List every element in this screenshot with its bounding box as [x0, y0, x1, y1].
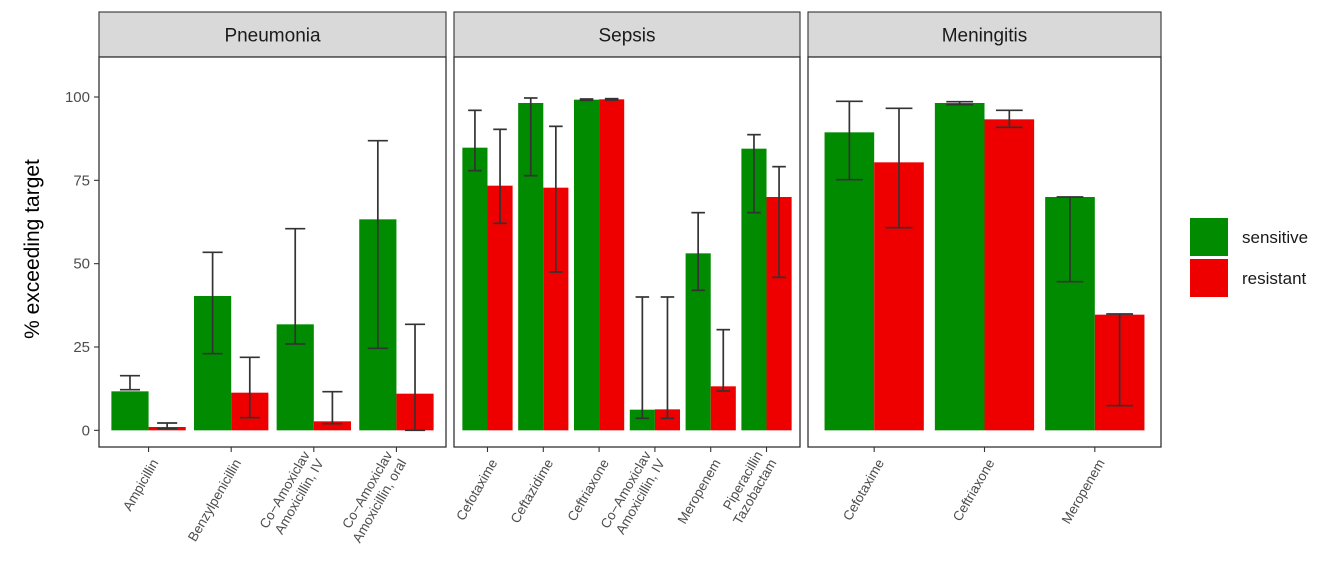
legend: sensitive resistant [1190, 218, 1308, 297]
error-bar-sensitive [691, 211, 705, 292]
y-tick-label: 75 [73, 172, 90, 189]
error-bar-sensitive [202, 251, 223, 355]
error-bar-resistant [716, 328, 731, 392]
error-bar-sensitive [367, 139, 388, 350]
panel-meningitis: Meningitis Cefotaxime Ceftriaxone Meropenem [807, 11, 1162, 527]
error-bar-resistant [604, 97, 619, 101]
category-label-line: Ceftriaxone [950, 457, 998, 524]
panel-title: Meningitis [942, 26, 1028, 47]
error-bar-resistant [772, 165, 786, 279]
bar-resistant [654, 409, 681, 431]
category-label: Meropenem [675, 457, 724, 527]
error-bar-resistant [549, 125, 563, 273]
category-label-line: Ceftazidime [508, 457, 557, 526]
error-bar-sensitive [835, 100, 863, 181]
bar-sensitive [573, 99, 600, 431]
error-bar-resistant [995, 109, 1023, 129]
bar-sensitive [462, 147, 488, 431]
error-bar-resistant [885, 107, 913, 229]
bar-sensitive [111, 391, 149, 431]
error-bar-sensitive [1056, 196, 1084, 283]
category-label-line: Ampicillin [120, 457, 161, 514]
error-bar-sensitive [468, 109, 482, 172]
bar-resistant [984, 119, 1035, 431]
error-bar-sensitive [285, 227, 306, 345]
panel-title: Pneumonia [224, 26, 321, 47]
category-label: Co−AmoxiclavAmoxicillin, IV [257, 448, 327, 539]
chart-panels: 0 25 50 75 100 Pneumonia Ampicillin Benzylpenic… [65, 11, 1162, 545]
panel-strip [98, 11, 447, 58]
category-label-line: Cefotaxime [840, 457, 887, 524]
y-axis-title: % exceeding target [21, 159, 44, 339]
category-label-line: Meropenem [1059, 457, 1108, 527]
panel-border [453, 56, 801, 448]
bar-sensitive [629, 409, 655, 431]
error-bar-resistant [660, 296, 675, 420]
category-label: Ceftazidime [508, 457, 557, 526]
category-label-line: Meropenem [675, 457, 724, 527]
category-label: Benzylpenicillin [185, 457, 244, 544]
error-bar-sensitive [119, 374, 141, 391]
bar-resistant [487, 185, 513, 431]
category-label: Ampicillin [120, 457, 161, 514]
error-bar-sensitive [579, 98, 594, 102]
y-tick-label: 100 [65, 89, 90, 106]
panel-title: Sepsis [598, 26, 655, 47]
error-bar-resistant [322, 390, 343, 425]
error-bar-sensitive [523, 97, 538, 177]
legend-label-sensitive: sensitive [1242, 228, 1308, 247]
category-label: Ceftriaxone [950, 457, 998, 524]
category-label-line: Benzylpenicillin [185, 457, 244, 544]
bar-resistant [710, 386, 736, 431]
error-bar-sensitive [635, 296, 650, 420]
bar-sensitive [934, 103, 985, 431]
category-label: PiperacillinTazobactam [716, 449, 779, 528]
error-bar-sensitive [946, 100, 974, 106]
panel-border [98, 56, 447, 448]
category-label-line: Cefotaxime [453, 457, 500, 524]
category-label: Co−AmoxiclavAmoxicillin, oral [336, 448, 410, 545]
category-label: Meropenem [1059, 457, 1108, 527]
error-bar-resistant [493, 128, 507, 225]
category-label: Cefotaxime [453, 457, 500, 524]
legend-key-sensitive [1190, 218, 1228, 256]
error-bar-resistant [157, 422, 178, 430]
legend-key-resistant [1190, 259, 1228, 297]
category-label: Cefotaxime [840, 457, 887, 524]
bar-sensitive [824, 132, 875, 431]
legend-label-resistant: resistant [1242, 269, 1307, 288]
error-bar-resistant [404, 323, 426, 432]
bar-resistant [599, 99, 625, 431]
bar-resistant [313, 421, 351, 431]
panel-strip [453, 11, 801, 58]
panel-border [807, 56, 1162, 448]
y-tick-label: 25 [73, 339, 90, 356]
error-bar-resistant [1106, 313, 1134, 407]
error-bar-resistant [239, 356, 260, 419]
y-tick-label: 50 [73, 256, 90, 273]
panel-strip [807, 11, 1162, 58]
y-tick-label: 0 [82, 422, 90, 439]
error-bar-sensitive [747, 133, 761, 214]
